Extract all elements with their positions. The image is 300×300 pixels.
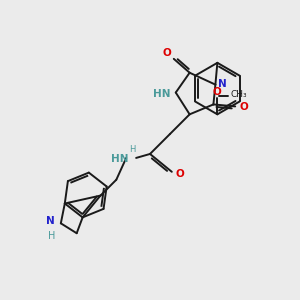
Text: H: H: [47, 231, 55, 241]
Text: N: N: [46, 216, 55, 226]
Text: HN: HN: [111, 154, 128, 164]
Text: H: H: [129, 145, 135, 154]
Text: O: O: [213, 88, 222, 98]
Text: O: O: [176, 169, 184, 179]
Text: HN: HN: [153, 88, 171, 98]
Text: CH₃: CH₃: [230, 90, 247, 99]
Text: O: O: [239, 102, 248, 112]
Text: N: N: [218, 79, 227, 88]
Text: O: O: [162, 48, 171, 58]
